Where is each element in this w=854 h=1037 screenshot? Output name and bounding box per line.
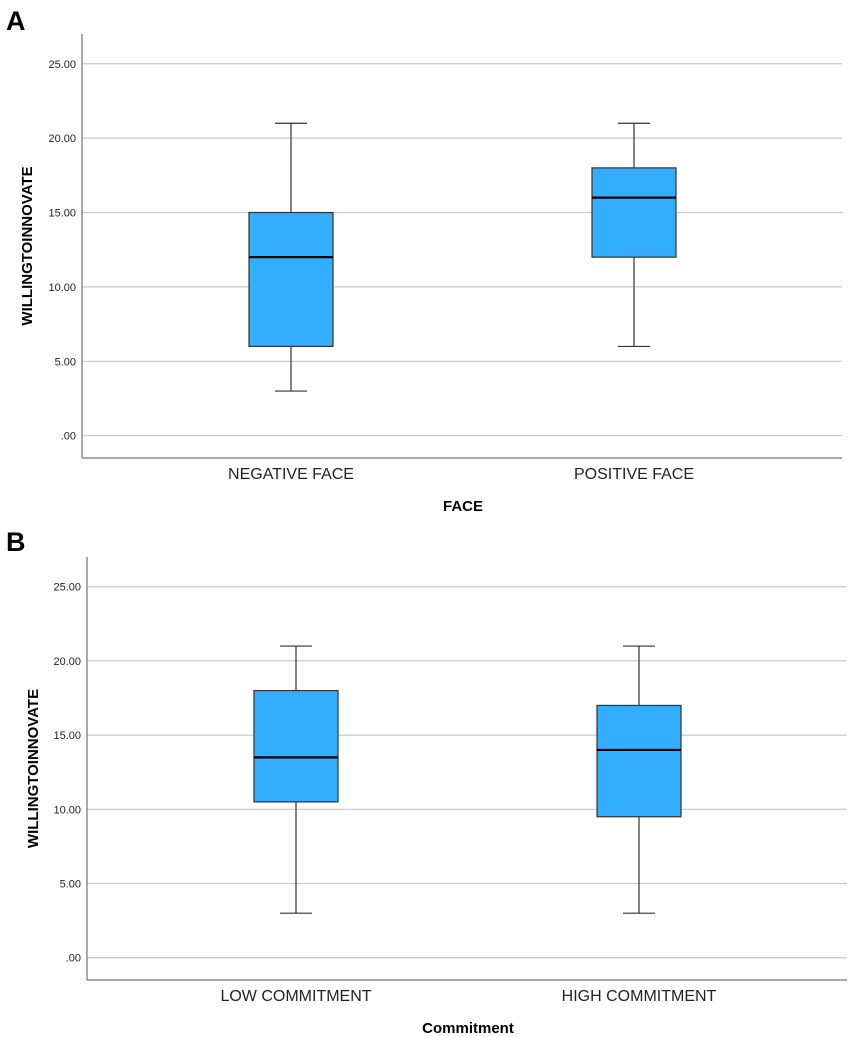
panel-b-high-commitment-box	[596, 704, 682, 818]
panel-a-letter: A	[6, 6, 26, 36]
panel-a-y-tick-label: 25.00	[48, 59, 76, 71]
panel-b-low-commitment-boxplot: LOW COMMITMENT	[220, 645, 372, 1005]
panel-a-y-tick-label: .00	[61, 431, 76, 443]
panel-a-chart: A .00 5.00 10.00 15.00 20.00 25.00 WILLINGTOINN…	[6, 6, 842, 515]
panel-b-low-commitment-category-label: LOW COMMITMENT	[220, 988, 371, 1005]
panel-a-y-tick-label: 10.00	[48, 282, 76, 294]
panel-b-letter: B	[6, 527, 26, 557]
panel-a-negative-face-category-label: NEGATIVE FACE	[228, 466, 354, 483]
panel-a-positive-face-category-label: POSITIVE FACE	[574, 466, 694, 483]
panel-b-y-tick-label: 5.00	[60, 879, 81, 891]
panel-b-low-commitment-box	[253, 689, 339, 803]
panel-b-y-tick-label: 10.00	[53, 804, 81, 816]
panel-a-y-tick-label: 15.00	[48, 208, 76, 220]
panel-a-y-tick-label: 5.00	[55, 356, 76, 368]
panel-a-positive-face-boxplot: POSITIVE FACE	[574, 122, 694, 483]
panel-a-y-tick-label: 20.00	[48, 133, 76, 145]
panel-b-y-tick-label: 15.00	[53, 730, 81, 742]
panel-a-x-axis-title: FACE	[443, 498, 483, 515]
panel-b-y-tick-label: .00	[66, 953, 81, 965]
panel-b-high-commitment-boxplot: HIGH COMMITMENT	[562, 645, 717, 1005]
panel-a-negative-face-boxplot: NEGATIVE FACE	[228, 122, 354, 483]
panel-b-y-tick-label: 20.00	[53, 656, 81, 668]
panel-b-y-tick-label: 25.00	[53, 582, 81, 594]
panel-b-chart: B .00 5.00 10.00 15.00 20.00 25.00 WILLINGTOINN…	[6, 527, 847, 1037]
panel-b-y-axis-title: WILLINGTOINNOVATE	[25, 689, 42, 848]
panel-a-positive-face-box	[591, 167, 677, 258]
panel-a-negative-face-box	[248, 211, 334, 348]
panel-b-x-axis-title: Commitment	[422, 1020, 514, 1037]
panel-a-y-axis-title: WILLINGTOINNOVATE	[19, 166, 36, 325]
panel-b-high-commitment-category-label: HIGH COMMITMENT	[562, 988, 717, 1005]
